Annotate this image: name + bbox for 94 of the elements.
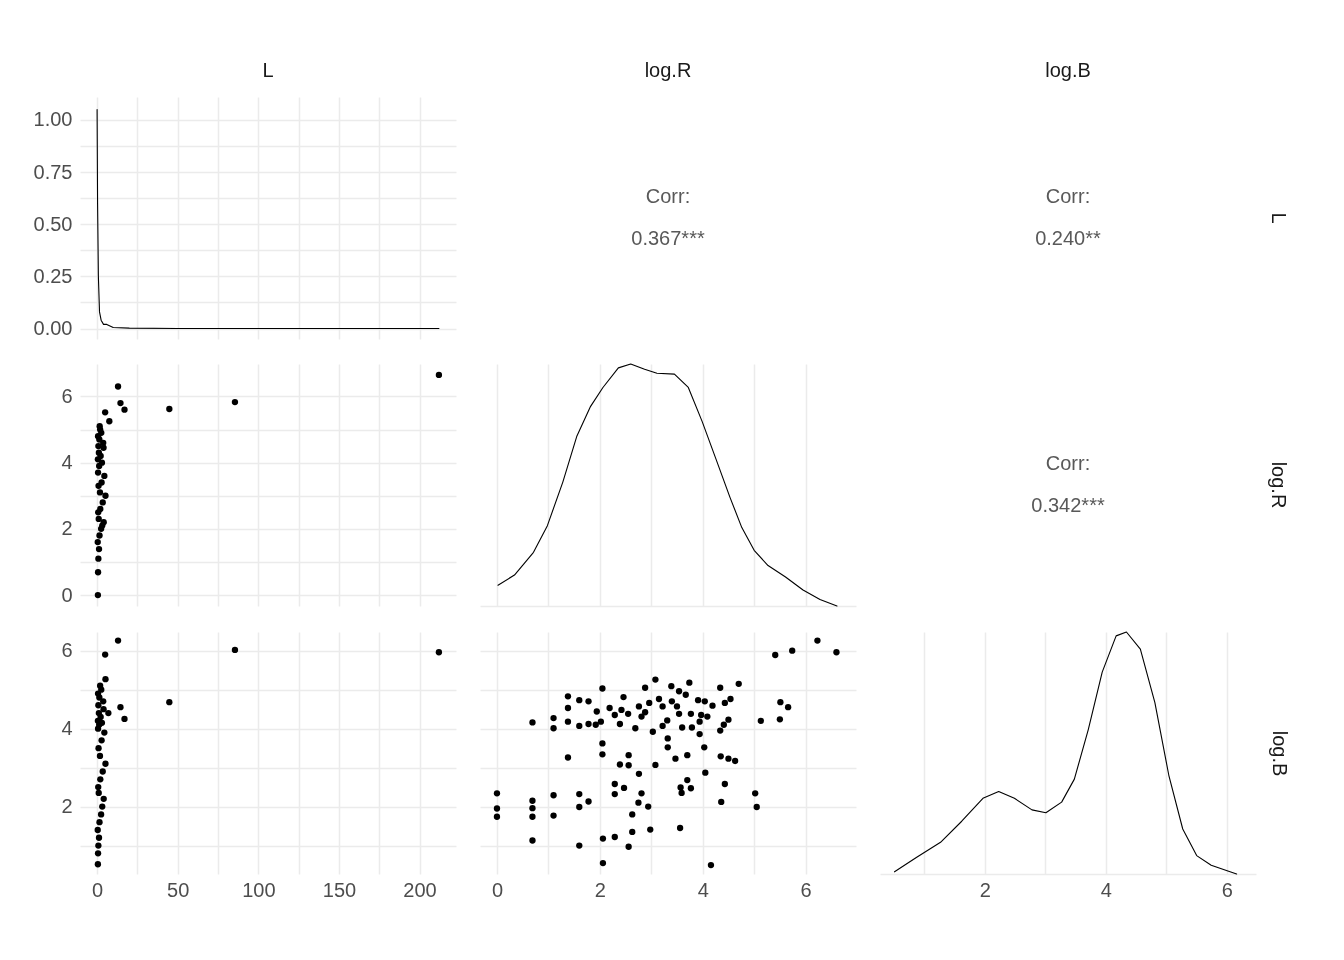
point	[95, 449, 103, 456]
text: log.B	[1045, 59, 1091, 81]
point	[435, 371, 443, 379]
point	[121, 406, 128, 413]
point	[121, 715, 128, 723]
point	[95, 709, 103, 717]
point	[114, 637, 122, 644]
point	[231, 398, 239, 406]
point	[100, 698, 107, 705]
point	[95, 545, 103, 553]
y-tick-label: 0.25	[33, 264, 73, 287]
y-tick-label: 0.00	[33, 317, 73, 340]
point	[231, 646, 239, 654]
point	[117, 704, 124, 711]
point	[94, 591, 102, 599]
line-series	[96, 108, 440, 330]
point	[96, 752, 104, 760]
point	[435, 649, 443, 656]
y-tick-label: 0	[61, 583, 73, 606]
point	[94, 861, 102, 868]
point	[95, 842, 102, 849]
point	[98, 737, 105, 744]
x-tick-label: 0	[491, 878, 504, 901]
y-tick-label: 2	[61, 517, 73, 540]
point	[102, 760, 109, 767]
point	[94, 538, 101, 546]
x-tick-label: 6	[800, 878, 812, 901]
point	[102, 492, 109, 499]
text: Corr:	[645, 185, 691, 207]
point	[117, 399, 124, 407]
point	[100, 706, 107, 713]
x-tick-label: 2	[979, 878, 991, 901]
point	[95, 555, 102, 562]
point	[105, 709, 112, 717]
point	[95, 442, 102, 450]
y-tick-label: 2	[61, 795, 73, 818]
x-tick-label: 2	[594, 878, 606, 901]
chart-title: L	[262, 59, 274, 81]
y-tick-label: 6	[61, 639, 73, 662]
point	[96, 819, 103, 826]
y-tick-label: 0.75	[33, 160, 73, 183]
text: 0.342***	[1031, 494, 1105, 516]
text: Corr:	[1045, 185, 1091, 207]
point	[95, 834, 103, 841]
x-tick-label: 100	[242, 878, 276, 901]
point	[100, 439, 107, 446]
point	[99, 768, 106, 775]
point	[102, 676, 109, 683]
point	[166, 698, 173, 706]
text: Corr:	[1045, 452, 1091, 474]
point	[94, 569, 102, 576]
point	[95, 789, 102, 797]
text: log.R	[644, 59, 692, 81]
point	[95, 783, 102, 791]
point	[101, 472, 108, 480]
point	[100, 795, 107, 802]
point	[94, 469, 102, 476]
y-tick-label: 0.50	[33, 212, 73, 235]
point	[95, 515, 102, 523]
point	[114, 383, 122, 390]
point	[101, 409, 109, 416]
point	[99, 499, 106, 506]
text: L	[1268, 212, 1290, 224]
y2-axis-title: log.B	[1268, 730, 1291, 777]
point	[101, 651, 109, 658]
y-tick-label: 4	[61, 451, 73, 474]
point	[94, 826, 101, 834]
point	[95, 702, 102, 709]
point	[97, 811, 105, 818]
point	[97, 776, 104, 783]
x-tick-label: 6	[1221, 878, 1233, 901]
point	[106, 418, 113, 425]
x-tick-label: 4	[697, 878, 709, 901]
point	[95, 744, 102, 752]
text: 0.240**	[1035, 227, 1102, 249]
point	[99, 803, 106, 810]
point	[166, 405, 173, 413]
y-tick-label: 4	[61, 717, 73, 740]
x-tick-label: 200	[403, 878, 437, 901]
y-tick-label: 1.00	[33, 108, 73, 131]
point	[101, 729, 108, 736]
x-tick-label: 0	[92, 878, 104, 901]
point	[96, 489, 104, 496]
point	[96, 682, 104, 689]
x-tick-label: 150	[322, 878, 357, 901]
x-tick-label: 50	[167, 878, 190, 901]
x-tick-label: 4	[1100, 878, 1112, 901]
y-tick-label: 6	[61, 384, 73, 407]
point	[98, 459, 106, 466]
text: 0.367***	[631, 227, 705, 249]
point	[96, 532, 103, 539]
point	[97, 505, 104, 513]
point	[94, 850, 102, 857]
text: log.R	[1268, 461, 1290, 509]
